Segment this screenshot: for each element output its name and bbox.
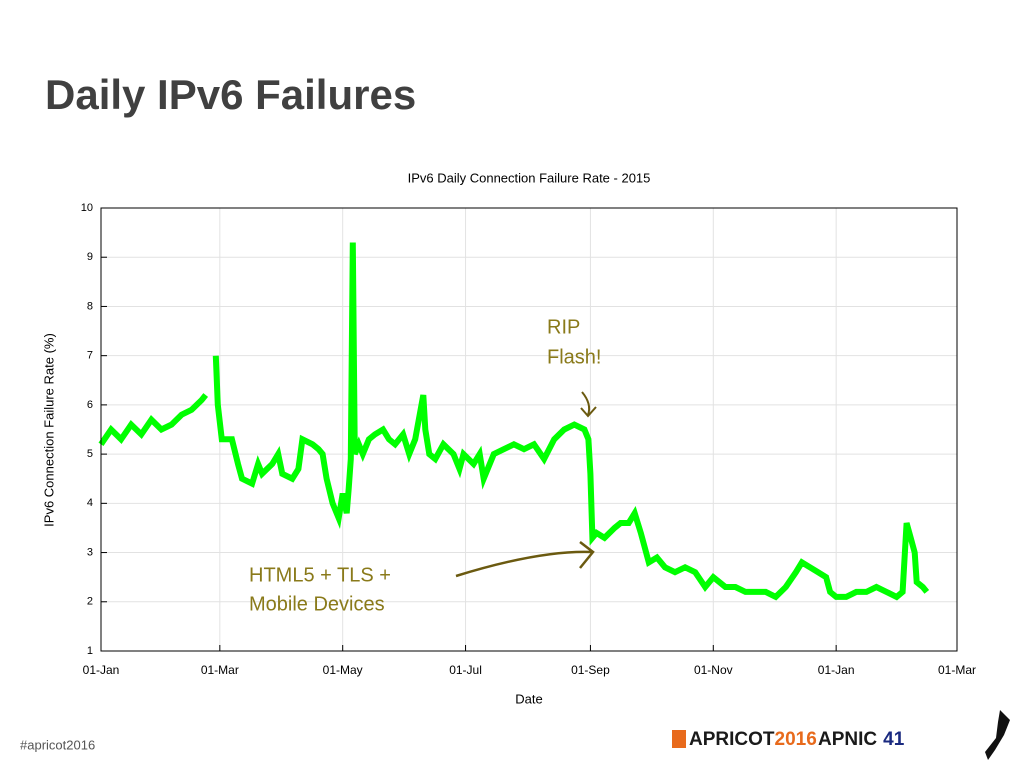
y-tick-label: 7 [87,350,93,362]
apnic-text: APNIC [818,729,877,750]
plot-frame [100,207,958,652]
x-tick-label: 01-Jan [83,663,120,677]
slide-title: Daily IPv6 Failures [45,71,416,118]
annotation: Flash! [547,346,601,368]
plot-area: 1 2 3 4 5 6 7 8 9 10 01-Jan 01-Mar 01-May 01-Jul 01-Se… [81,202,976,677]
y-tick-label: 6 [87,399,93,411]
x-tick-label: 01-Sep [571,663,610,677]
y-tick-label: 1 [87,645,93,657]
data-line [98,393,209,446]
apricot-text: APRICOT [689,729,775,750]
data-line [212,242,930,601]
y-tick-label: 4 [87,497,93,509]
x-tick-label: 01-Mar [938,663,976,677]
x-tick-label: 01-Jul [449,663,482,677]
y-tick-label: 10 [81,202,93,214]
apnic-number: 41 [883,729,905,750]
apricot-logo: APRICOT2016 [689,729,817,750]
y-tick-label: 9 [87,251,93,263]
y-axis-label: IPv6 Connection Failure Rate (%) [41,333,56,527]
y-tick-label: 8 [87,300,93,312]
arrow [455,541,595,578]
annotation: HTML5 + TLS + [249,564,391,586]
apricot-logo-mark [672,730,686,748]
annotation: Mobile Devices [249,593,385,615]
apricot-year: 2016 [775,729,817,750]
apnic-logo: APNIC 41 [818,729,905,750]
annotation: RIP [547,316,580,338]
x-tick-label: 01-Mar [201,663,239,677]
footer-hashtag: #apricot2016 [20,737,95,752]
arrow [580,391,597,418]
y-tick-label: 2 [87,596,93,608]
chart-title: IPv6 Daily Connection Failure Rate - 201… [408,170,651,185]
x-axis-label: Date [515,691,542,706]
nz-map-icon [985,710,1010,760]
x-tick-label: 01-Jan [818,663,855,677]
x-tick-label: 01-Nov [694,663,733,677]
x-tick-label: 01-May [323,663,363,677]
y-tick-label: 5 [87,448,93,460]
y-tick-label: 3 [87,546,93,558]
